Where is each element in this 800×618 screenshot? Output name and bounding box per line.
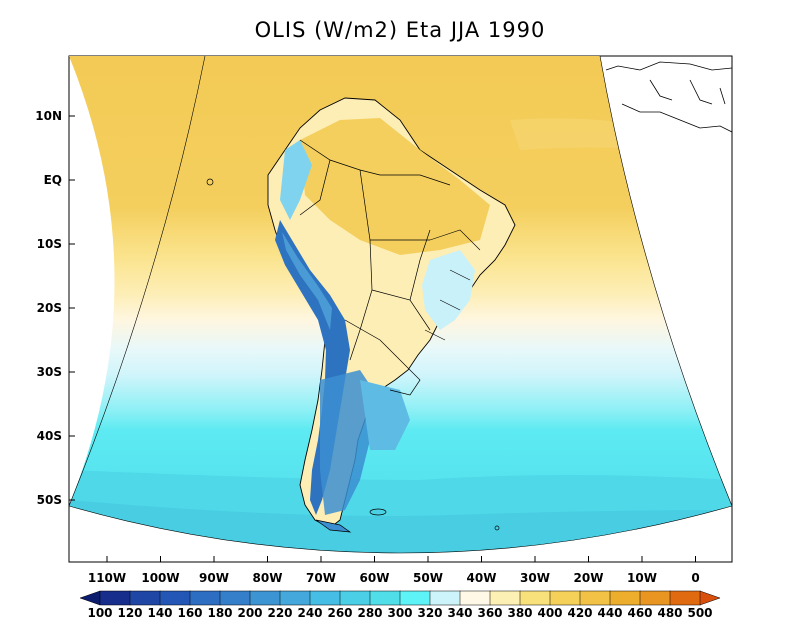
colorbar-swatch bbox=[549, 590, 581, 606]
colorbar-level-label: 440 bbox=[597, 606, 622, 618]
lon-tick-label: 20W bbox=[574, 571, 604, 585]
falkland-islands bbox=[369, 508, 387, 516]
colorbar-level-label: 140 bbox=[147, 606, 172, 618]
lon-tick-label: 90W bbox=[199, 571, 229, 585]
lon-tick-label: 70W bbox=[306, 571, 336, 585]
colorbar-swatch bbox=[99, 590, 131, 606]
lon-tick-label: 80W bbox=[253, 571, 283, 585]
lat-tick-label: 50S bbox=[37, 493, 62, 507]
lon-tick-label: 0 bbox=[691, 571, 699, 585]
colorbar-swatch bbox=[279, 590, 311, 606]
lon-tick-label: 60W bbox=[360, 571, 390, 585]
colorbar-swatch bbox=[249, 590, 281, 606]
colorbar-swatch bbox=[519, 590, 551, 606]
lon-tick-label: 100W bbox=[141, 571, 179, 585]
lat-tick-label: 10N bbox=[35, 109, 62, 123]
colorbar-level-label: 120 bbox=[117, 606, 142, 618]
lon-tick-label: 30W bbox=[520, 571, 550, 585]
colorbar-swatch bbox=[399, 590, 431, 606]
colorbar-level-label: 160 bbox=[177, 606, 202, 618]
colorbar-level-label: 100 bbox=[87, 606, 112, 618]
lat-tick-label: 40S bbox=[37, 429, 62, 443]
colorbar-swatch bbox=[489, 590, 521, 606]
colorbar-level-label: 500 bbox=[687, 606, 712, 618]
colorbar-swatch bbox=[339, 590, 371, 606]
lon-tick-label: 110W bbox=[88, 571, 126, 585]
lon-tick-label: 40W bbox=[467, 571, 497, 585]
colorbar-swatch bbox=[79, 590, 101, 606]
colorbar-swatch bbox=[429, 590, 461, 606]
map-title: OLIS (W/m2) Eta JJA 1990 bbox=[254, 18, 546, 42]
colorbar-swatch bbox=[129, 590, 161, 606]
longitude-axis: 110W 100W 90W 80W 70W 60W 50W 40W 30W 20W 10W 0 bbox=[88, 556, 700, 585]
country-borders bbox=[299, 139, 451, 396]
colorbar-level-label: 420 bbox=[567, 606, 592, 618]
colorbar-swatch bbox=[669, 590, 701, 606]
colorbar-swatch bbox=[609, 590, 641, 606]
colorbar-swatch bbox=[369, 590, 401, 606]
africa-coastline bbox=[605, 61, 733, 133]
colorbar-swatch bbox=[699, 590, 721, 606]
lat-tick-label: 30S bbox=[37, 365, 62, 379]
colorbar-swatch bbox=[579, 590, 611, 606]
colorbar-level-label: 400 bbox=[537, 606, 562, 618]
colorbar-level-label: 460 bbox=[627, 606, 652, 618]
colorbar-level-label: 340 bbox=[447, 606, 472, 618]
colorbar-swatch bbox=[459, 590, 491, 606]
projection-boundary bbox=[68, 55, 733, 554]
lat-tick-label: 20S bbox=[37, 301, 62, 315]
lon-tick-label: 50W bbox=[413, 571, 443, 585]
colorbar-level-label: 360 bbox=[477, 606, 502, 618]
colorbar-swatch bbox=[219, 590, 251, 606]
colorbar-level-label: 480 bbox=[657, 606, 682, 618]
colorbar-swatch bbox=[639, 590, 671, 606]
colorbar-level-label: 200 bbox=[237, 606, 262, 618]
colorbar-level-label: 380 bbox=[507, 606, 532, 618]
colorbar-swatch bbox=[189, 590, 221, 606]
lat-tick-label: 10S bbox=[37, 237, 62, 251]
colorbar: 100 120 140 160 180 200 220 240 260 280 300 320 340 3… bbox=[79, 590, 721, 618]
latitude-axis: 10N EQ 10S 20S 30S 40S 50S bbox=[35, 109, 75, 507]
colorbar-level-label: 180 bbox=[207, 606, 232, 618]
lat-tick-label: EQ bbox=[44, 173, 62, 187]
colorbar-swatch bbox=[309, 590, 341, 606]
colorbar-level-label: 220 bbox=[267, 606, 292, 618]
colorbar-swatch bbox=[159, 590, 191, 606]
colorbar-level-label: 240 bbox=[297, 606, 322, 618]
colorbar-level-label: 320 bbox=[417, 606, 442, 618]
colorbar-level-label: 300 bbox=[387, 606, 412, 618]
lon-tick-label: 10W bbox=[627, 571, 657, 585]
colorbar-level-label: 260 bbox=[327, 606, 352, 618]
colorbar-level-label: 280 bbox=[357, 606, 382, 618]
